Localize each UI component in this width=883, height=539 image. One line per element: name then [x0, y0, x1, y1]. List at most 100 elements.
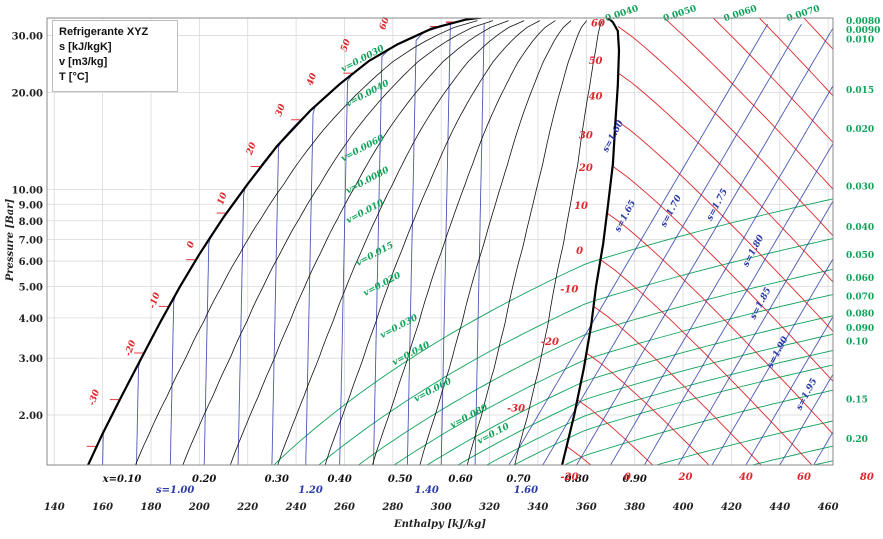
- temperature-bottom-label: 60: [797, 472, 811, 483]
- temperature-vapor-label: 10: [574, 201, 588, 212]
- volume-label: v=0.0080: [345, 165, 392, 196]
- entropy-label: s=1.70: [659, 193, 684, 229]
- x-tick-label: 260: [333, 502, 355, 513]
- temperature-bottom-label: -20: [560, 472, 578, 483]
- temperature-vapor-label: 50: [589, 56, 603, 67]
- temperature-vapor-label: -20: [541, 337, 559, 348]
- isochore-line: [91, 315, 838, 480]
- y-axis-title: Pressure [Bar]: [5, 199, 16, 283]
- isochore-line: [91, 420, 838, 480]
- volume-top-label: 0.0060: [723, 4, 759, 24]
- temperature-liquid-label: 20: [245, 141, 259, 158]
- x-tick-label: 240: [285, 502, 307, 513]
- volume-label: v=0.020: [362, 270, 404, 298]
- volume-label: v=0.10: [476, 421, 512, 446]
- volume-right-label: 0.060: [846, 274, 874, 284]
- legend-volume: v [m3/kg]: [59, 55, 171, 70]
- isotherm-line: [618, 73, 883, 470]
- x-tick-label: 340: [528, 502, 549, 513]
- temperature-liquid-label: 50: [339, 37, 353, 53]
- x-tick-label: 200: [188, 502, 210, 513]
- isochore-line: [91, 389, 838, 480]
- x-tick-label: 420: [721, 502, 742, 513]
- temperature-vapor-label: 0: [576, 246, 583, 257]
- volume-label: v=0.015: [355, 241, 396, 269]
- temperature-vapor-label: -30: [507, 404, 525, 415]
- x-tick-label: 280: [381, 502, 403, 513]
- y-tick-label: 2.00: [19, 411, 43, 422]
- legend-title: Refrigerante XYZ: [59, 25, 171, 40]
- entropy-bottom-label: 1.20: [298, 485, 322, 496]
- temperature-liquid-label: -30: [87, 388, 102, 407]
- temperature-bottom-label: 20: [678, 472, 693, 483]
- x-axis-title: Enthalpy [kJ/kg]: [393, 519, 486, 530]
- volume-right-label: 0.10: [846, 338, 868, 348]
- quality-label: 0.50: [388, 474, 412, 485]
- x-tick-label: 380: [624, 502, 645, 513]
- volume-right-label: 0.020: [846, 125, 874, 135]
- isotherm-line: [613, 166, 883, 471]
- volume-right-label: 0.040: [846, 223, 874, 233]
- y-tick-label: 6.00: [19, 257, 43, 268]
- temperature-liquid-label: 30: [274, 102, 288, 118]
- volume-top-label: 0.0070: [785, 4, 821, 24]
- quality-label: 0.30: [265, 474, 289, 485]
- isentrope-line: [137, 24, 449, 465]
- volume-right-label: 0.015: [846, 86, 874, 96]
- entropy-bottom-label: 1.40: [415, 485, 439, 496]
- y-tick-label: 4.00: [19, 314, 43, 325]
- x-tick-label: 440: [769, 502, 790, 513]
- volume-top-label: 0.0050: [662, 4, 698, 24]
- quality-label: x=0.10: [102, 474, 142, 485]
- volume-right-label: 0.030: [846, 182, 874, 192]
- x-tick-label: 160: [92, 502, 113, 513]
- y-tick-label: 7.00: [19, 235, 43, 246]
- temperature-vapor-label: 20: [578, 163, 593, 174]
- volume-right-label: 0.010: [846, 35, 874, 45]
- quality-line: [183, 21, 493, 465]
- y-tick-label: 9.00: [19, 200, 43, 211]
- x-tick-label: 140: [44, 502, 65, 513]
- x-tick-label: 360: [576, 502, 597, 513]
- quality-label: 0.70: [506, 474, 530, 485]
- y-tick-label: 8.00: [19, 217, 43, 228]
- temperature-bottom-label: 40: [739, 472, 753, 483]
- volume-right-label: 0.080: [846, 310, 874, 320]
- quality-line: [467, 21, 586, 465]
- isentrope-line: [509, 24, 768, 465]
- legend-entropy: s [kJ/kgK]: [59, 40, 171, 55]
- temperature-bottom-label: 0: [624, 472, 631, 483]
- volume-right-label: 0.20: [846, 435, 868, 445]
- legend-box: Refrigerante XYZ s [kJ/kgK] v [m3/kg] T …: [52, 20, 178, 92]
- entropy-label: s=1.75: [705, 187, 730, 222]
- volume-label: v=0.060: [413, 376, 455, 404]
- quality-label: 0.60: [448, 474, 472, 485]
- entropy-bottom-label: 1.60: [514, 485, 538, 496]
- temperature-liquid-label: -20: [124, 338, 139, 357]
- isentrope-line: [170, 24, 448, 465]
- temperature-liquid-label: 40: [306, 71, 320, 87]
- x-tick-label: 320: [479, 502, 500, 513]
- y-tick-label: 20.00: [12, 88, 43, 99]
- x-tick-label: 400: [673, 502, 694, 513]
- x-tick-label: 300: [431, 502, 452, 513]
- isotherm-line: [577, 400, 658, 471]
- x-tick-label: 220: [236, 502, 258, 513]
- x-tick-label: 180: [141, 502, 162, 513]
- temperature-vapor-label: 30: [579, 130, 593, 141]
- legend-temperature: T [°C]: [59, 70, 171, 85]
- temperature-bottom-label: 80: [860, 472, 874, 483]
- temperature-liquid-label: 0: [186, 240, 198, 250]
- entropy-bottom-label: s=1.00: [156, 485, 194, 496]
- y-tick-label: 10.00: [12, 185, 43, 196]
- quality-label: 0.20: [192, 474, 216, 485]
- isochore-line: [91, 198, 838, 480]
- isotherm-line: [567, 446, 593, 466]
- volume-label: v=0.010: [345, 198, 387, 226]
- temperature-vapor-label: -10: [560, 284, 578, 295]
- y-tick-label: 3.00: [19, 354, 43, 365]
- quality-label: 0.40: [327, 474, 351, 485]
- volume-label: v=0.080: [449, 402, 491, 430]
- volume-right-label: 0.090: [846, 324, 874, 334]
